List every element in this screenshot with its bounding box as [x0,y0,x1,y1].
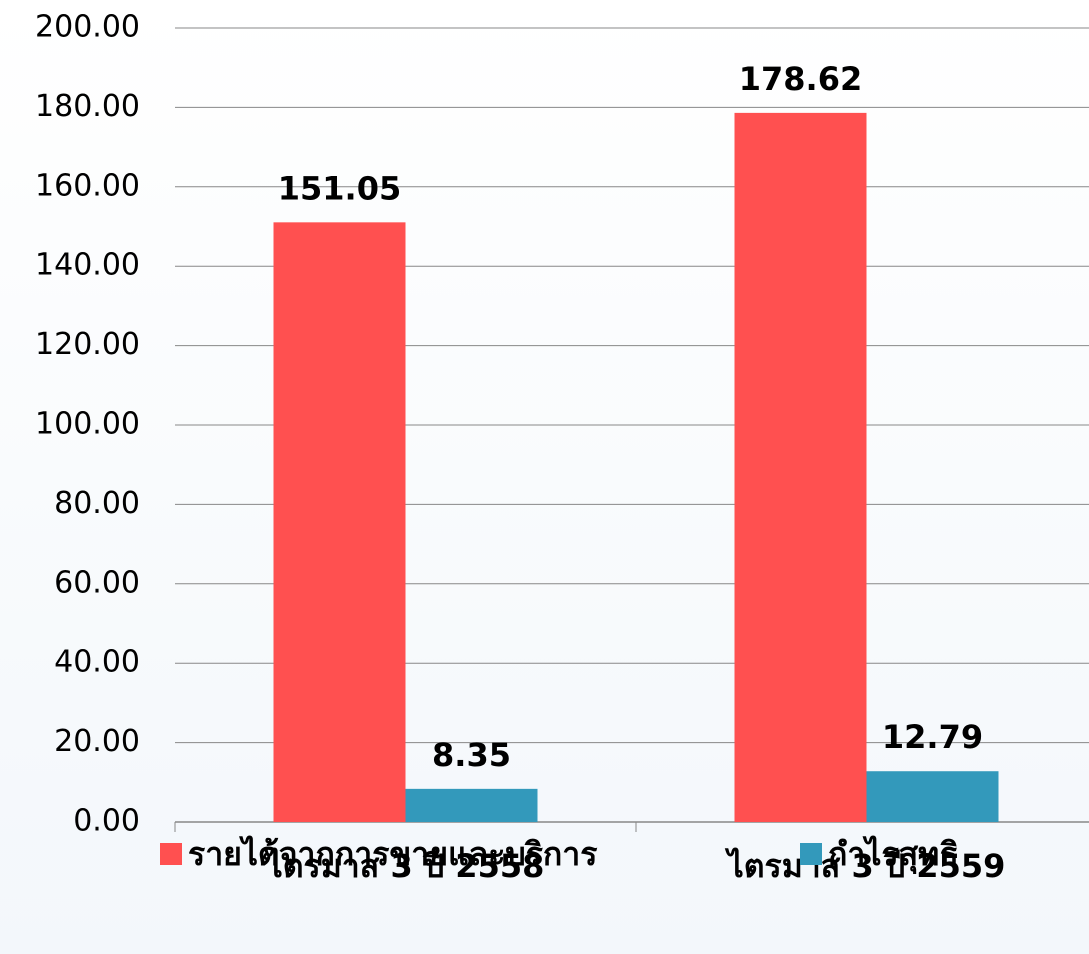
data-label: 12.79 [882,718,983,756]
data-label: 178.62 [739,60,862,98]
bar [866,771,999,822]
y-tick-label: 160.00 [35,168,140,203]
bar [405,788,538,822]
y-tick-label: 60.00 [54,565,140,600]
y-tick-label: 0.00 [73,804,140,839]
y-tick-label: 40.00 [54,645,140,680]
y-tick-label: 80.00 [54,486,140,521]
data-label: 151.05 [278,169,401,207]
y-tick-label: 20.00 [54,724,140,759]
legend-label: กำไรสุทธิ [828,835,959,875]
bar [273,222,406,823]
legend-swatch [160,843,182,865]
data-label: 8.35 [432,736,511,774]
x-tick-label: ไตรมาส 3 ปี 2559 [725,847,1006,885]
y-tick-label: 180.00 [35,89,140,124]
y-tick-label: 140.00 [35,248,140,283]
legend-swatch [800,843,822,865]
y-tick-label: 120.00 [35,327,140,362]
x-tick-label: ไตรมาส 3 ปี 2558 [264,847,545,885]
y-tick-label: 200.00 [35,10,140,45]
legend-label: รายได้จากการขายและบริการ [188,835,597,873]
bar [734,112,867,822]
y-tick-label: 100.00 [35,407,140,442]
